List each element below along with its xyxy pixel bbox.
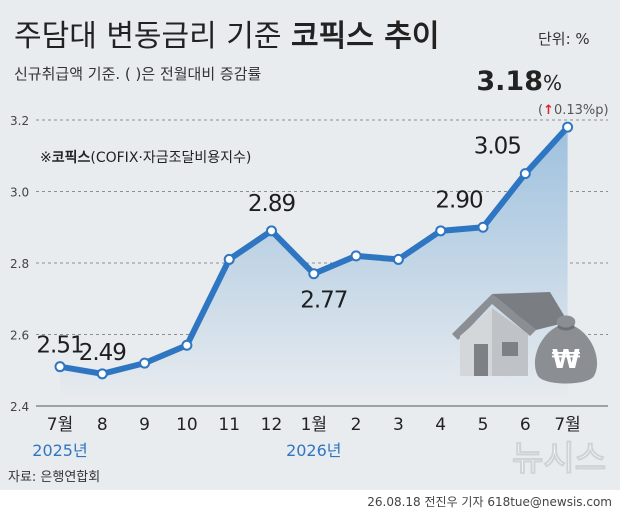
data-point — [477, 221, 489, 233]
x-tick-label: 6 — [520, 415, 531, 435]
svg-text:₩: ₩ — [552, 345, 581, 375]
y-tick-label: 2.8 — [10, 257, 29, 271]
data-point — [266, 225, 277, 237]
x-tick-label: 8 — [97, 415, 108, 435]
data-point — [181, 339, 193, 351]
data-point — [139, 357, 151, 369]
data-label: 2.89 — [248, 191, 296, 217]
data-point — [308, 268, 320, 280]
newsis-logo: 뉴시스 — [512, 439, 606, 479]
latest-value: 3.18% — [476, 66, 562, 97]
data-point — [435, 225, 447, 237]
y-tick-label: 2.6 — [10, 329, 29, 343]
won-money-bag-icon: ₩ — [534, 315, 598, 384]
x-tick-label: 3 — [393, 415, 404, 435]
data-label: 2.77 — [300, 288, 347, 314]
house-icon — [452, 292, 568, 376]
data-label: 2.49 — [79, 340, 127, 366]
chart-title: 주담대 변동금리 기준 코픽스 추이 — [14, 19, 439, 54]
y-tick-label: 2.4 — [10, 400, 29, 414]
data-point — [96, 368, 108, 380]
x-tick-label: 2 — [351, 415, 362, 435]
footer-bar — [0, 490, 620, 512]
data-point — [392, 253, 404, 265]
year-label: 2026년 — [286, 441, 341, 460]
x-tick-label: 10 — [176, 415, 198, 435]
data-label: 2.51 — [36, 333, 83, 359]
data-label: 3.05 — [474, 134, 521, 160]
data-label: 2.90 — [435, 187, 483, 213]
legend-label: ※코픽스(COFIX·자금조달비용지수) — [40, 149, 251, 166]
x-tick-label: 12 — [261, 415, 283, 435]
x-tick-label: 1월 — [301, 415, 327, 435]
x-tick-label: 7월 — [47, 415, 73, 435]
data-point — [54, 361, 66, 373]
x-tick-label: 9 — [139, 415, 150, 435]
subtitle: 신규취급액 기준. ( )은 전월대비 증감률 — [14, 65, 262, 83]
y-tick-label: 3.0 — [10, 186, 29, 200]
area-fill — [60, 127, 568, 407]
data-point — [562, 121, 574, 133]
x-tick-label: 4 — [435, 415, 446, 435]
y-tick-label: 3.2 — [10, 114, 29, 128]
data-point — [223, 253, 235, 265]
source-label: 자료: 은행연합회 — [8, 469, 100, 485]
credit-label: 26.08.18 전진우 기자 618tue@newsis.com — [367, 495, 612, 509]
data-point — [519, 168, 531, 180]
x-tick-label: 7월 — [554, 415, 580, 435]
year-label: 2025년 — [32, 441, 87, 460]
x-tick-label: 11 — [218, 415, 240, 435]
unit-label: 단위: % — [538, 30, 590, 48]
latest-change: (↑0.13%p) — [538, 103, 609, 118]
data-point — [350, 250, 362, 262]
x-tick-label: 5 — [478, 415, 489, 435]
